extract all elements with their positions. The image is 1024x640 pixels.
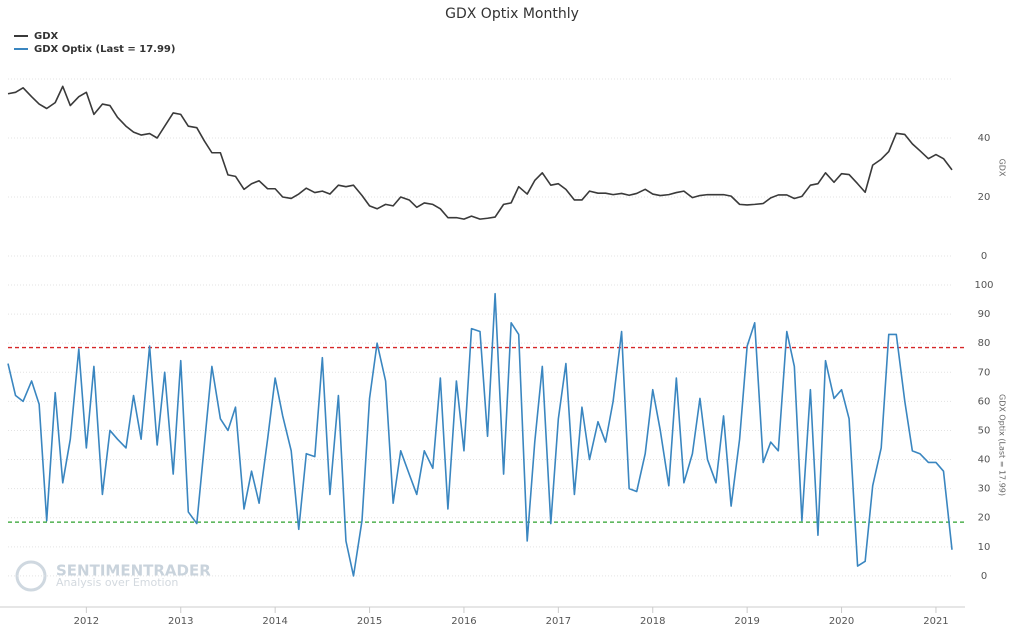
watermark: SENTIMENTRADER Analysis over Emotion	[15, 560, 211, 592]
legend-label: GDX Optix (Last = 17.99)	[34, 44, 175, 55]
y-tick-label: 90	[978, 309, 991, 320]
x-tick-label: 2017	[546, 616, 571, 627]
watermark-logo	[15, 560, 47, 592]
axis-title: GDX Optix (Last = 17.99)	[998, 394, 1007, 496]
y-tick-label: 0	[981, 251, 987, 262]
axis-title: GDX	[998, 159, 1007, 177]
y-tick-label: 60	[978, 396, 991, 407]
x-tick-label: 2019	[734, 616, 759, 627]
x-tick-label: 2020	[829, 616, 854, 627]
series-line	[7, 85, 953, 220]
y-tick-label: 50	[978, 425, 991, 436]
y-tick-label: 100	[974, 280, 993, 291]
y-tick-label: 30	[978, 484, 991, 495]
x-tick-label: 2016	[451, 616, 476, 627]
x-tick-label: 2014	[262, 616, 287, 627]
x-tick-label: 2018	[640, 616, 665, 627]
x-tick-label: 2013	[168, 616, 193, 627]
y-tick-label: 40	[978, 455, 991, 466]
y-tick-label: 40	[978, 133, 991, 144]
watermark-subtitle: Analysis over Emotion	[56, 576, 178, 589]
legend-label: GDX	[34, 31, 59, 42]
watermark-title: SENTIMENTRADER	[56, 562, 211, 580]
series-line	[7, 292, 953, 577]
y-tick-label: 10	[978, 542, 991, 553]
x-tick-label: 2012	[74, 616, 99, 627]
y-tick-label: 70	[978, 367, 991, 378]
x-tick-label: 2015	[357, 616, 382, 627]
y-tick-label: 0	[981, 571, 987, 582]
y-tick-label: 20	[978, 192, 991, 203]
chart-title: GDX Optix Monthly	[445, 6, 579, 22]
x-tick-label: 2021	[923, 616, 948, 627]
y-tick-label: 80	[978, 338, 991, 349]
y-tick-label: 20	[978, 513, 991, 524]
